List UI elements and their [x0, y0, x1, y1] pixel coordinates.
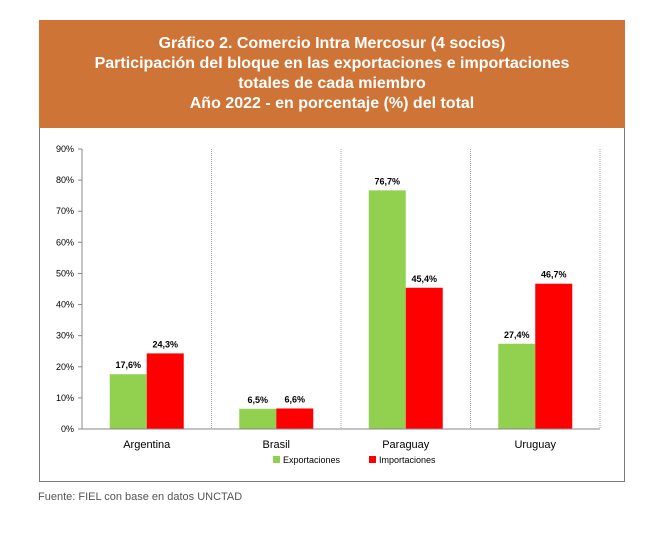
data-label: 46,7%: [541, 270, 567, 280]
header-line-2: Participación del bloque en las exportac…: [94, 55, 570, 72]
y-tick-label: 40%: [56, 300, 74, 310]
x-tick-label: Brasil: [262, 439, 290, 451]
data-label: 27,4%: [504, 330, 530, 340]
bar-importaciones-uruguay: [535, 283, 573, 429]
y-tick-label: 90%: [56, 144, 74, 154]
y-tick-label: 70%: [56, 206, 74, 216]
source-note: Fuente: FIEL con base en datos UNCTAD: [38, 491, 243, 503]
bar-importaciones-brasil: [276, 408, 314, 429]
bar-exportaciones-argentina: [109, 374, 147, 429]
y-tick-label: 50%: [56, 268, 74, 278]
x-tick-label: Paraguay: [382, 439, 430, 451]
legend-label: Exportaciones: [283, 455, 341, 465]
y-tick-label: 80%: [56, 175, 74, 185]
data-label: 24,3%: [152, 339, 178, 349]
legend-label: Importaciones: [379, 455, 436, 465]
data-label: 76,7%: [374, 176, 400, 186]
y-tick-label: 20%: [56, 362, 74, 372]
legend-swatch: [273, 456, 280, 463]
header-line-1: Gráfico 2. Comercio Intra Mercosur (4 so…: [158, 35, 506, 52]
bar-exportaciones-brasil: [239, 408, 277, 429]
y-tick-label: 10%: [56, 393, 74, 403]
y-tick-label: 60%: [56, 237, 74, 247]
chart-header: Gráfico 2. Comercio Intra Mercosur (4 so…: [39, 20, 625, 128]
data-label: 6,6%: [284, 394, 305, 404]
chart-frame: [39, 128, 625, 482]
header-line-3: totales de cada miembro: [238, 75, 426, 92]
legend-swatch: [369, 456, 376, 463]
bar-exportaciones-paraguay: [368, 190, 406, 429]
bar-importaciones-argentina: [146, 353, 184, 429]
bar-exportaciones-uruguay: [498, 343, 536, 429]
header-line-4: Año 2022 - en porcentaje (%) del total: [189, 95, 475, 112]
data-label: 17,6%: [115, 360, 141, 370]
x-tick-label: Argentina: [123, 439, 171, 451]
x-tick-label: Uruguay: [514, 439, 556, 451]
bar-importaciones-paraguay: [405, 287, 443, 429]
data-label: 6,5%: [247, 395, 268, 405]
y-tick-label: 0%: [61, 424, 74, 434]
y-tick-label: 30%: [56, 331, 74, 341]
data-label: 45,4%: [411, 274, 437, 284]
